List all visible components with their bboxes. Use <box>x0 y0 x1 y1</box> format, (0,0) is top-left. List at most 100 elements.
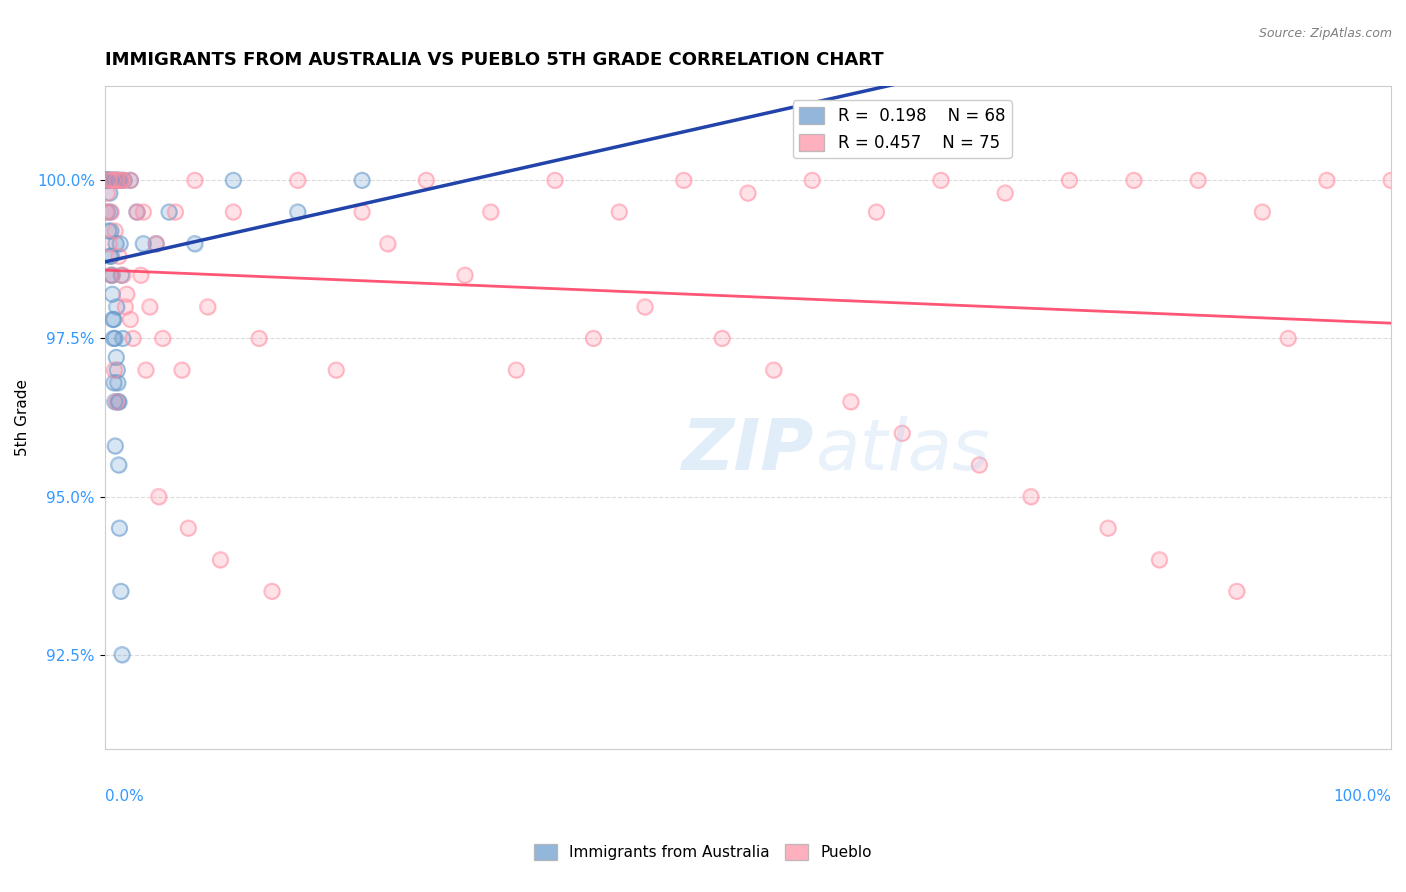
Point <box>111 268 134 283</box>
Point <box>544 173 567 187</box>
Point <box>101 173 124 187</box>
Point <box>108 173 131 187</box>
Point <box>108 236 131 251</box>
Point <box>157 205 180 219</box>
Point <box>108 394 131 409</box>
Point <box>544 173 567 187</box>
Point <box>104 173 127 187</box>
Text: 0.0%: 0.0% <box>104 789 143 805</box>
Point <box>260 584 283 599</box>
Point <box>96 173 118 187</box>
Point <box>105 173 128 187</box>
Point <box>287 205 309 219</box>
Point <box>177 521 200 535</box>
Point <box>891 426 914 441</box>
Point <box>1187 173 1209 187</box>
Point <box>672 173 695 187</box>
Point <box>183 236 205 251</box>
Point <box>505 363 527 377</box>
Point <box>100 205 122 219</box>
Point <box>114 300 136 314</box>
Point <box>100 173 122 187</box>
Point <box>96 173 118 187</box>
Point <box>634 300 657 314</box>
Point <box>969 458 991 472</box>
Point <box>108 249 131 263</box>
Point <box>111 648 134 662</box>
Point <box>101 173 124 187</box>
Point <box>148 490 170 504</box>
Point <box>135 363 157 377</box>
Point <box>110 268 132 283</box>
Point <box>994 186 1017 200</box>
Point <box>132 236 155 251</box>
Point <box>104 331 127 345</box>
Point <box>115 287 138 301</box>
Text: Source: ZipAtlas.com: Source: ZipAtlas.com <box>1258 27 1392 40</box>
Point <box>103 173 125 187</box>
Point <box>96 173 118 187</box>
Point <box>100 268 122 283</box>
Point <box>100 268 122 283</box>
Point <box>105 394 128 409</box>
Point <box>103 376 125 390</box>
Point <box>98 205 121 219</box>
Point <box>129 268 152 283</box>
Point <box>762 363 785 377</box>
Point <box>100 268 122 283</box>
Point <box>98 173 121 187</box>
Point <box>97 173 120 187</box>
Point <box>120 173 142 187</box>
Point <box>183 236 205 251</box>
Point <box>105 173 128 187</box>
Point <box>104 236 127 251</box>
Point <box>454 268 477 283</box>
Point <box>1226 584 1249 599</box>
Point <box>110 173 132 187</box>
Point <box>105 173 128 187</box>
Y-axis label: 5th Grade: 5th Grade <box>15 379 30 456</box>
Point <box>222 173 245 187</box>
Point <box>103 376 125 390</box>
Point <box>96 173 118 187</box>
Point <box>132 205 155 219</box>
Point <box>100 268 122 283</box>
Point <box>103 312 125 326</box>
Point <box>148 490 170 504</box>
Point <box>287 173 309 187</box>
Point <box>1122 173 1144 187</box>
Point <box>104 394 127 409</box>
Point <box>122 331 145 345</box>
Point <box>107 394 129 409</box>
Point <box>505 363 527 377</box>
Point <box>108 521 131 535</box>
Point <box>94 173 117 187</box>
Point <box>582 331 605 345</box>
Point <box>94 173 117 187</box>
Point <box>157 205 180 219</box>
Point <box>891 426 914 441</box>
Point <box>145 236 167 251</box>
Point <box>108 236 131 251</box>
Point <box>120 173 142 187</box>
Point <box>183 173 205 187</box>
Point <box>101 268 124 283</box>
Point <box>98 173 121 187</box>
Point <box>582 331 605 345</box>
Point <box>107 173 129 187</box>
Point <box>120 312 142 326</box>
Point <box>350 173 373 187</box>
Point <box>103 312 125 326</box>
Point <box>110 173 132 187</box>
Point <box>325 363 347 377</box>
Point <box>110 584 132 599</box>
Point <box>101 268 124 283</box>
Point <box>112 173 135 187</box>
Point <box>114 300 136 314</box>
Point <box>103 363 125 377</box>
Point <box>96 173 118 187</box>
Point <box>96 173 118 187</box>
Point <box>260 584 283 599</box>
Point <box>96 173 118 187</box>
Point <box>108 173 131 187</box>
